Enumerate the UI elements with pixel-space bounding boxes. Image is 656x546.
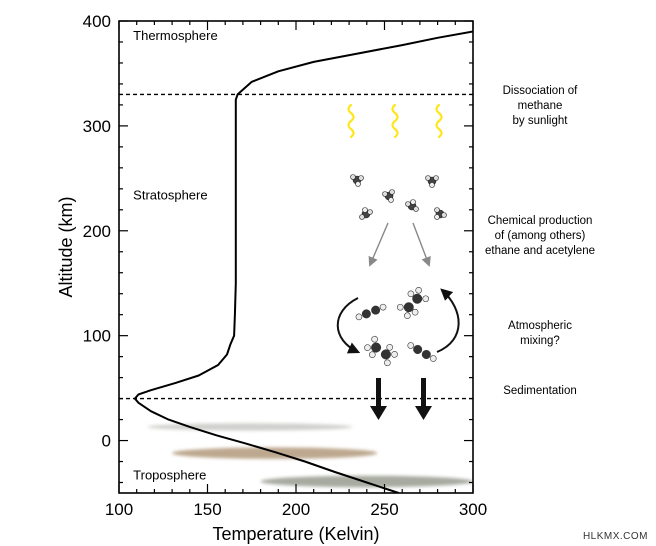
methane-molecule (405, 199, 419, 212)
annotation-text: Atmospheric (508, 320, 572, 332)
axes: 100 150 200 250 300 0 100 200 300 400 Temperature … (56, 12, 487, 544)
methane-molecule (350, 174, 364, 187)
x-axis-label: Temperature (Kelvin) (212, 524, 379, 544)
y-tick-label: 200 (83, 222, 111, 241)
annotation-text: ethane and acetylene (485, 245, 595, 257)
y-axis-label: Altitude (km) (56, 196, 76, 297)
y-tick-label: 400 (83, 12, 111, 31)
methane-molecules (350, 174, 447, 220)
methane-molecule (359, 207, 373, 220)
production-arrow (412, 222, 431, 267)
methane-molecule (425, 175, 439, 188)
production-arrow (368, 222, 389, 267)
sunlight-ray (391, 103, 399, 139)
annotation-text: of (among others) (495, 230, 586, 242)
annotation-text: mixing? (520, 335, 560, 347)
sedimentation-arrow (370, 378, 387, 420)
ethane-molecule (396, 286, 430, 320)
annotation-text: Chemical production (488, 215, 593, 227)
temperature-profile-line (133, 30, 473, 493)
y-tick-label: 300 (83, 117, 111, 136)
process-annotations: Dissociation of methane by sunlight Chemica… (485, 85, 595, 397)
methane-molecule (382, 189, 395, 203)
cloud-layer (147, 423, 353, 431)
acetylene-molecule (407, 342, 437, 362)
plot-frame (118, 20, 474, 494)
sunlight-ray (435, 103, 443, 139)
layer-label: Stratosphere (133, 187, 207, 202)
sunlight-ray (347, 103, 355, 139)
mixing-arrow-right (436, 288, 460, 353)
annotation-text: Dissociation of (503, 85, 579, 97)
acetylene-molecule (355, 303, 387, 321)
annotation-text: methane (518, 100, 563, 112)
layer-boundaries (119, 93, 473, 400)
annotation-text: Sedimentation (503, 385, 577, 397)
ethane-molecule (364, 335, 398, 367)
x-tick-label: 100 (105, 500, 133, 519)
x-tick-label: 300 (459, 500, 487, 519)
x-tick-label: 200 (282, 500, 310, 519)
layer-labels: Thermosphere Stratosphere Troposphere (133, 28, 218, 482)
mixing-arrow-left (336, 297, 361, 354)
layer-label: Thermosphere (133, 28, 218, 43)
methane-molecule (434, 207, 447, 220)
layer-label: Troposphere (133, 467, 206, 482)
temperature-profile (133, 30, 473, 493)
watermark: HLKMX.COM (582, 531, 648, 542)
chemistry-illustration (336, 103, 460, 420)
y-tick-label: 0 (102, 432, 111, 451)
x-tick-label: 150 (193, 500, 221, 519)
cloud-layer (172, 447, 378, 459)
x-tick-label: 250 (370, 500, 398, 519)
sunlight-rays (347, 103, 443, 139)
y-tick-label: 100 (83, 327, 111, 346)
annotation-text: by sunlight (513, 115, 569, 127)
sedimentation-arrow (415, 378, 432, 420)
